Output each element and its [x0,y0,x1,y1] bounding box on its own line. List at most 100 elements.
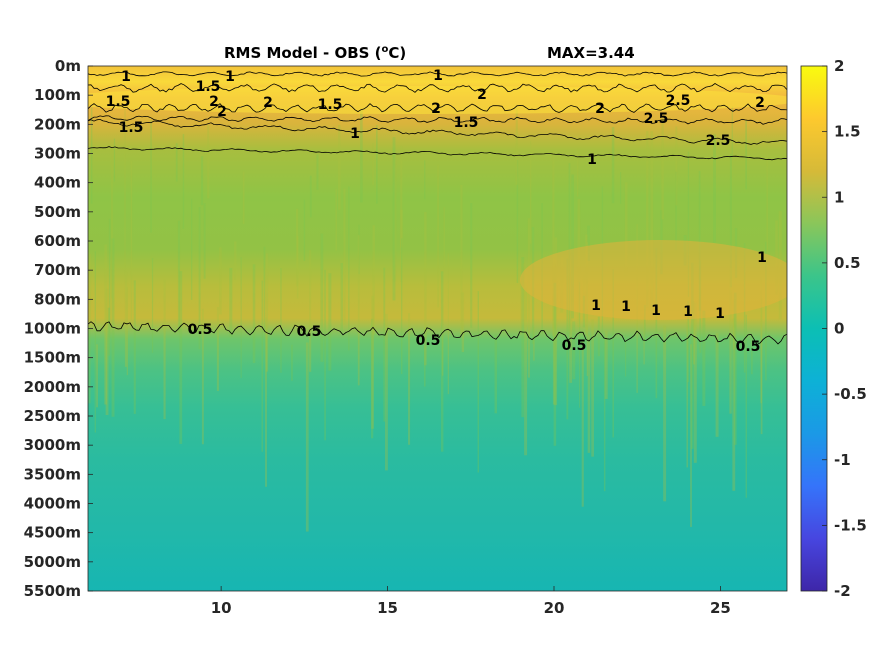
texture-streak [88,326,91,404]
texture-streak [494,334,498,414]
contour-label: 1.5 [454,115,479,131]
y-tick-label: 4000m [24,495,81,513]
colorbar-tick-label: -2 [834,582,851,600]
texture-streak [687,301,690,383]
texture-streak [108,218,111,339]
texture-streak [729,267,732,414]
texture-streak [521,257,525,418]
y-tick-label: 300m [34,145,81,163]
texture-streak [401,238,403,375]
texture-streak [625,334,627,377]
contour-label: 2 [209,94,219,110]
texture-streak [442,287,444,376]
texture-streak [383,267,386,422]
contour-label: 1 [591,298,601,314]
texture-streak [477,291,479,473]
y-tick-label: 1500m [24,349,81,367]
texture-streak [587,335,591,453]
contour-label: 2.5 [644,111,669,127]
texture-streak [533,327,535,361]
texture-streak [690,344,692,527]
x-tick-label: 15 [377,599,398,617]
y-tick-label: 0m [55,57,81,75]
texture-streak [552,257,556,405]
texture-streak [151,258,154,353]
texture-streak [219,247,222,315]
texture-streak [644,304,646,342]
texture-streak [291,344,293,381]
texture-streak [261,280,263,452]
texture-streak [571,174,574,319]
contour-line [88,71,787,77]
contour-label: 0.5 [188,322,213,338]
texture-streak [766,142,768,256]
texture-streak [443,207,445,269]
texture-streak [698,170,701,311]
texture-streak [182,134,185,229]
colorbar-tick-label: 1 [834,188,844,206]
texture-streak [520,279,522,335]
texture-streak [692,301,695,365]
contour-label: 0.5 [736,339,761,355]
contour-label: 1.5 [196,79,221,95]
contour-label: 1 [121,69,131,85]
texture-streak [760,298,763,435]
contour-line [88,118,787,145]
texture-streak [252,264,256,363]
texture-streak [424,160,426,200]
texture-streak [335,188,337,251]
texture-streak [89,254,92,322]
y-tick-label: 5500m [24,582,81,600]
texture-streak [437,164,439,308]
contour-line [88,146,787,161]
texture-streak [296,236,299,299]
texture-streak [687,151,690,297]
texture-streak [96,344,98,408]
texture-streak [240,257,242,379]
contour-label: 2 [263,95,273,111]
texture-streak [229,267,233,337]
texture-streak [124,106,126,271]
texture-streak [603,335,606,492]
texture-streak [655,247,658,399]
x-tick-label: 25 [710,599,731,617]
texture-streak [324,269,326,441]
texture-streak [376,125,378,204]
texture-streak [604,330,608,399]
texture-streak [620,172,622,204]
texture-streak [650,131,654,309]
texture-streak [309,250,312,372]
texture-streak [460,185,463,336]
contour-label: 1 [587,152,597,168]
colorbar [800,65,828,592]
y-tick-label: 100m [34,86,81,104]
y-tick-label: 3000m [24,436,81,454]
texture-streak [175,143,178,182]
texture-streak [198,207,201,350]
texture-streak [113,138,116,182]
contour-lines [88,71,787,345]
contour-label: 1 [651,303,661,319]
texture-streak [203,203,206,279]
texture-streak [400,209,403,248]
texture-streak [554,237,558,406]
texture-streak [691,262,694,449]
x-axis: 10 15 20 25 [211,586,731,617]
texture-streak [316,154,319,190]
texture-streak [693,302,697,463]
contour-label: 1 [621,299,631,315]
texture-streak [133,280,136,414]
colorbar-tick-label: 0.5 [834,254,861,272]
texture-streak [530,140,532,244]
contour-label: 1.5 [119,120,144,136]
texture-streak [385,313,388,471]
contour-label: 1 [350,126,360,142]
texture-streak [611,127,615,204]
texture-streak [328,273,332,371]
texture-streak [516,159,519,283]
warm-band [88,86,787,114]
texture-streak [340,263,343,333]
texture-streak [577,148,579,197]
y-tick-label: 2000m [24,378,81,396]
